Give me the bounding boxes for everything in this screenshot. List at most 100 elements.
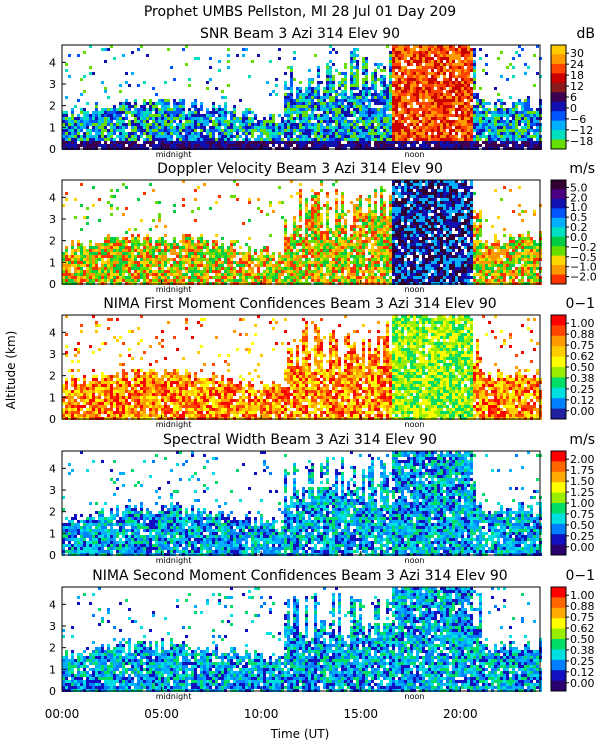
colorbar-swatch	[551, 111, 566, 122]
colorbar-label: 2.0	[570, 191, 588, 204]
colorbar-label: 0.25	[570, 530, 595, 543]
colorbar-swatch	[551, 523, 566, 535]
colorbar-swatch	[551, 377, 566, 389]
colorbar-swatch	[551, 120, 566, 131]
colorbar-swatch	[551, 513, 566, 525]
colorbar-swatch	[551, 92, 566, 103]
colorbar-label: 0.12	[570, 666, 595, 679]
colorbar-label: 1.75	[570, 464, 595, 477]
plot-frame	[61, 44, 541, 150]
noon-marker: noon	[405, 285, 425, 294]
colorbar-label: 0.62	[570, 350, 595, 363]
colorbar-swatch	[551, 274, 566, 285]
y-tick-label: 1	[49, 121, 56, 134]
colorbar-label: 2.00	[570, 453, 595, 466]
y-tick-label: 3	[49, 348, 56, 361]
y-tick-label: 0	[49, 549, 56, 562]
colorbar-swatch	[551, 649, 566, 661]
colorbar-swatch	[551, 139, 566, 150]
y-tick-label: 0	[49, 143, 56, 156]
colorbar-label: 0.38	[570, 372, 595, 385]
colorbar-swatch	[551, 180, 566, 190]
colorbar-label: 24	[570, 58, 584, 71]
panel-title: Doppler Velocity Beam 3 Azi 314 Elev 90	[157, 161, 443, 177]
colorbar-swatch	[551, 101, 566, 112]
colorbar-label: 1.25	[570, 486, 595, 499]
x-axis-label: Time (UT)	[270, 727, 330, 741]
panel-unit: 0−1	[565, 568, 595, 584]
heatmap-cells	[62, 451, 542, 556]
colorbar-label: 6	[570, 91, 577, 104]
panel-title: Spectral Width Beam 3 Azi 314 Elev 90	[163, 432, 437, 448]
plot-frame	[61, 586, 541, 692]
colorbar-label: 0.50	[570, 633, 595, 646]
colorbar-label: −12	[570, 124, 593, 137]
y-tick-label: 2	[49, 100, 56, 113]
colorbar-label: 12	[570, 80, 584, 93]
colorbar-swatch	[551, 367, 566, 378]
colorbar-label: 0.62	[570, 622, 595, 635]
colorbar-swatch	[551, 639, 566, 650]
colorbar-label: −0.2	[570, 241, 597, 254]
colorbar-label: 0.75	[570, 611, 595, 624]
y-tick-label: 3	[49, 620, 56, 633]
colorbar-label: 0.25	[570, 655, 595, 668]
y-tick-label: 4	[49, 462, 56, 475]
midnight-marker: midnight	[156, 692, 192, 701]
colorbar-swatch	[551, 670, 566, 682]
colorbar-label: 0.50	[570, 519, 595, 532]
plot-frame	[61, 179, 541, 285]
y-tick-label: 2	[49, 370, 56, 383]
y-tick-label: 2	[49, 642, 56, 655]
colorbar-swatch	[551, 387, 566, 399]
heatmap-cells	[62, 587, 542, 692]
colorbar-swatch	[551, 659, 566, 671]
colorbar-swatch	[551, 189, 566, 200]
panel-5: NIMA Second Moment Confidences Beam 3 Az…	[49, 568, 595, 701]
colorbar-swatch	[551, 54, 566, 65]
colorbar-label: 0.75	[570, 339, 595, 352]
colorbar-swatch	[551, 255, 566, 266]
colorbar-swatch	[551, 63, 566, 74]
panel-unit: 0−1	[565, 296, 595, 312]
colorbar-swatch	[551, 461, 566, 473]
x-tick-label: 10:00	[244, 707, 279, 721]
colorbar-swatch	[551, 45, 566, 55]
colorbar-label: 0.88	[570, 600, 595, 613]
colorbar-label: 1.00	[570, 317, 595, 330]
noon-marker: noon	[405, 692, 425, 701]
colorbar-swatch	[551, 73, 566, 84]
y-tick-label: 1	[49, 256, 56, 269]
colorbar-swatch	[551, 315, 566, 326]
heatmap-cells	[62, 180, 542, 285]
colorbar-swatch	[551, 597, 566, 609]
colorbar-swatch	[551, 335, 566, 347]
colorbar-swatch	[551, 217, 566, 228]
panel-4: Spectral Width Beam 3 Azi 314 Elev 90 m/s…	[49, 432, 595, 565]
colorbar-swatch	[551, 628, 566, 640]
colorbar-label: 1.50	[570, 475, 595, 488]
colorbar-label: −0.5	[570, 251, 597, 264]
colorbar-label: 1.0	[570, 201, 588, 214]
y-tick-label: 2	[49, 506, 56, 519]
colorbar-swatch	[551, 398, 566, 410]
colorbar-swatch	[551, 82, 566, 93]
colorbar: 2.001.751.501.251.000.750.500.250.00	[550, 450, 595, 556]
colorbar-swatch	[551, 534, 566, 546]
colorbar-label: 0.50	[570, 361, 595, 374]
y-tick-label: 4	[49, 326, 56, 339]
colorbar-swatch	[551, 482, 566, 494]
colorbar-swatch	[551, 265, 566, 276]
colorbar-swatch	[551, 680, 566, 692]
colorbar-swatch	[551, 471, 566, 483]
colorbar-label: −18	[570, 135, 593, 148]
heatmap-cells	[62, 45, 542, 150]
midnight-marker: midnight	[156, 150, 192, 159]
y-tick-label: 4	[49, 191, 56, 204]
plot-frame	[61, 314, 541, 420]
x-tick-label: 05:00	[144, 707, 179, 721]
colorbar-swatch	[551, 607, 566, 619]
heatmap-cells	[62, 315, 542, 420]
y-tick-label: 0	[49, 413, 56, 426]
